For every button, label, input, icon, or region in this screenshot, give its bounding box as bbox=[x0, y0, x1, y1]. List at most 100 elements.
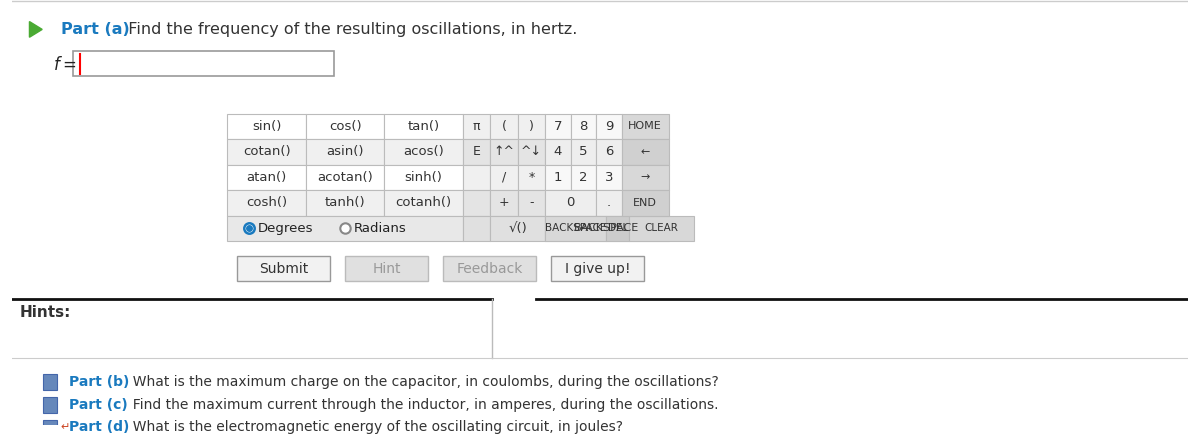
Text: CLEAR: CLEAR bbox=[644, 224, 679, 233]
FancyBboxPatch shape bbox=[622, 164, 668, 190]
Text: I give up!: I give up! bbox=[565, 262, 630, 276]
FancyBboxPatch shape bbox=[545, 216, 668, 241]
FancyBboxPatch shape bbox=[570, 114, 596, 139]
Text: Part (b): Part (b) bbox=[68, 375, 130, 389]
Text: What is the electromagnetic energy of the oscillating circuit, in joules?: What is the electromagnetic energy of th… bbox=[124, 421, 623, 434]
FancyBboxPatch shape bbox=[228, 139, 306, 164]
Text: E: E bbox=[473, 145, 480, 158]
FancyBboxPatch shape bbox=[517, 114, 545, 139]
Text: DEL: DEL bbox=[607, 224, 628, 233]
Text: →: → bbox=[641, 172, 649, 182]
Text: Part (a): Part (a) bbox=[61, 22, 130, 37]
Text: Part (d): Part (d) bbox=[68, 421, 130, 434]
Text: ←: ← bbox=[641, 147, 649, 157]
FancyBboxPatch shape bbox=[545, 139, 570, 164]
FancyBboxPatch shape bbox=[463, 164, 491, 190]
Text: *: * bbox=[528, 171, 534, 184]
FancyBboxPatch shape bbox=[306, 139, 384, 164]
Text: 9: 9 bbox=[605, 120, 613, 133]
Text: Submit: Submit bbox=[259, 262, 308, 276]
FancyBboxPatch shape bbox=[463, 190, 491, 216]
Text: +: + bbox=[499, 197, 509, 210]
FancyBboxPatch shape bbox=[463, 139, 491, 164]
FancyBboxPatch shape bbox=[622, 139, 668, 164]
FancyBboxPatch shape bbox=[238, 256, 330, 281]
Text: 4: 4 bbox=[553, 145, 562, 158]
Text: $f=$: $f=$ bbox=[53, 56, 76, 74]
FancyBboxPatch shape bbox=[384, 190, 463, 216]
FancyBboxPatch shape bbox=[43, 375, 56, 390]
Text: Radians: Radians bbox=[354, 222, 407, 235]
Text: END: END bbox=[634, 198, 658, 208]
Text: atan(): atan() bbox=[246, 171, 287, 184]
FancyBboxPatch shape bbox=[545, 114, 570, 139]
Text: ^↓: ^↓ bbox=[521, 145, 542, 158]
Text: cos(): cos() bbox=[329, 120, 361, 133]
Text: ↵: ↵ bbox=[61, 422, 70, 432]
FancyBboxPatch shape bbox=[72, 51, 335, 76]
Text: HOME: HOME bbox=[629, 122, 662, 132]
Text: acos(): acos() bbox=[403, 145, 444, 158]
Text: 3: 3 bbox=[605, 171, 613, 184]
Text: Feedback: Feedback bbox=[456, 262, 523, 276]
Text: Degrees: Degrees bbox=[258, 222, 313, 235]
FancyBboxPatch shape bbox=[596, 164, 622, 190]
FancyBboxPatch shape bbox=[622, 114, 668, 139]
Polygon shape bbox=[30, 22, 42, 37]
Text: -: - bbox=[529, 197, 534, 210]
Text: What is the maximum charge on the capacitor, in coulombs, during the oscillation: What is the maximum charge on the capaci… bbox=[124, 375, 719, 389]
Text: 1: 1 bbox=[553, 171, 562, 184]
Text: BACKSPACE: BACKSPACE bbox=[575, 224, 640, 233]
Text: sin(): sin() bbox=[252, 120, 281, 133]
Text: √(): √() bbox=[509, 222, 527, 235]
FancyBboxPatch shape bbox=[517, 139, 545, 164]
Text: ): ) bbox=[529, 120, 534, 133]
Text: cosh(): cosh() bbox=[246, 197, 287, 210]
Text: Find the frequency of the resulting oscillations, in hertz.: Find the frequency of the resulting osci… bbox=[118, 22, 577, 37]
FancyBboxPatch shape bbox=[491, 139, 517, 164]
FancyBboxPatch shape bbox=[228, 190, 306, 216]
Text: Find the maximum current through the inductor, in amperes, during the oscillatio: Find the maximum current through the ind… bbox=[124, 398, 718, 412]
FancyBboxPatch shape bbox=[517, 190, 545, 216]
FancyBboxPatch shape bbox=[596, 139, 622, 164]
Text: asin(): asin() bbox=[326, 145, 364, 158]
Text: Hints:: Hints: bbox=[19, 305, 71, 320]
Text: Part (c): Part (c) bbox=[68, 398, 127, 412]
FancyBboxPatch shape bbox=[43, 420, 56, 434]
Text: 7: 7 bbox=[553, 120, 562, 133]
FancyBboxPatch shape bbox=[443, 256, 536, 281]
Text: /: / bbox=[502, 171, 506, 184]
FancyBboxPatch shape bbox=[306, 164, 384, 190]
FancyBboxPatch shape bbox=[491, 114, 517, 139]
FancyBboxPatch shape bbox=[384, 139, 463, 164]
FancyBboxPatch shape bbox=[517, 164, 545, 190]
Text: (: ( bbox=[502, 120, 506, 133]
FancyBboxPatch shape bbox=[306, 114, 384, 139]
Text: tan(): tan() bbox=[408, 120, 439, 133]
Text: 2: 2 bbox=[580, 171, 588, 184]
FancyBboxPatch shape bbox=[630, 216, 694, 241]
Text: 5: 5 bbox=[580, 145, 588, 158]
FancyBboxPatch shape bbox=[570, 164, 596, 190]
Text: π: π bbox=[473, 120, 480, 133]
FancyBboxPatch shape bbox=[384, 164, 463, 190]
FancyBboxPatch shape bbox=[622, 190, 668, 216]
Text: sinh(): sinh() bbox=[404, 171, 443, 184]
Text: tanh(): tanh() bbox=[325, 197, 366, 210]
FancyBboxPatch shape bbox=[606, 216, 630, 241]
FancyBboxPatch shape bbox=[545, 190, 596, 216]
FancyBboxPatch shape bbox=[596, 190, 622, 216]
Text: .: . bbox=[607, 197, 611, 210]
FancyBboxPatch shape bbox=[491, 164, 517, 190]
FancyBboxPatch shape bbox=[306, 190, 384, 216]
FancyBboxPatch shape bbox=[228, 164, 306, 190]
FancyBboxPatch shape bbox=[43, 397, 56, 413]
FancyBboxPatch shape bbox=[228, 114, 306, 139]
FancyBboxPatch shape bbox=[463, 216, 491, 241]
FancyBboxPatch shape bbox=[491, 216, 545, 241]
FancyBboxPatch shape bbox=[346, 256, 428, 281]
FancyBboxPatch shape bbox=[551, 256, 644, 281]
Text: cotan(): cotan() bbox=[242, 145, 290, 158]
Text: 0: 0 bbox=[566, 197, 575, 210]
Text: BACKSPACE: BACKSPACE bbox=[545, 224, 606, 233]
